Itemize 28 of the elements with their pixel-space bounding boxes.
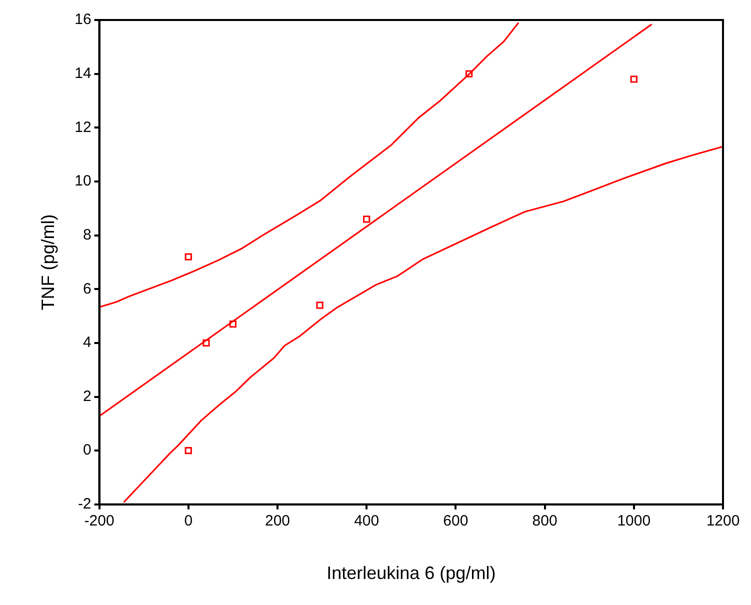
point — [465, 70, 473, 78]
x-tick-label: 800 — [532, 512, 558, 530]
point — [363, 216, 370, 223]
y-tick-label: 16 — [74, 11, 92, 28]
y-tick-label: 10 — [74, 172, 92, 190]
x-tick-label: -200 — [84, 512, 114, 530]
y-tick-label: 14 — [74, 64, 92, 82]
x-tick-label: 600 — [443, 512, 468, 530]
point — [316, 302, 324, 309]
y-tick-label: 4 — [82, 334, 92, 352]
y-axis-title: TNF (pg/ml) — [38, 214, 58, 310]
point — [202, 339, 210, 347]
point — [229, 320, 237, 328]
point — [184, 447, 192, 454]
x-tick-label: 1000 — [617, 512, 651, 530]
x-tick-label: 1200 — [706, 512, 740, 530]
x-tick-label: 400 — [354, 512, 380, 530]
x-tick-label: 0 — [184, 512, 193, 530]
y-tick-label: 12 — [74, 118, 92, 136]
y-tick-label: 8 — [82, 226, 92, 244]
y-tick-label: -2 — [78, 496, 92, 513]
y-tick-label: 2 — [82, 388, 92, 405]
y-tick-label: 6 — [82, 280, 92, 298]
y-tick-label: 0 — [82, 442, 92, 459]
point — [630, 76, 638, 83]
point — [184, 253, 192, 260]
x-axis-title: Interleukina 6 (pg/ml) — [326, 563, 496, 584]
x-tick-label: 200 — [264, 512, 290, 530]
